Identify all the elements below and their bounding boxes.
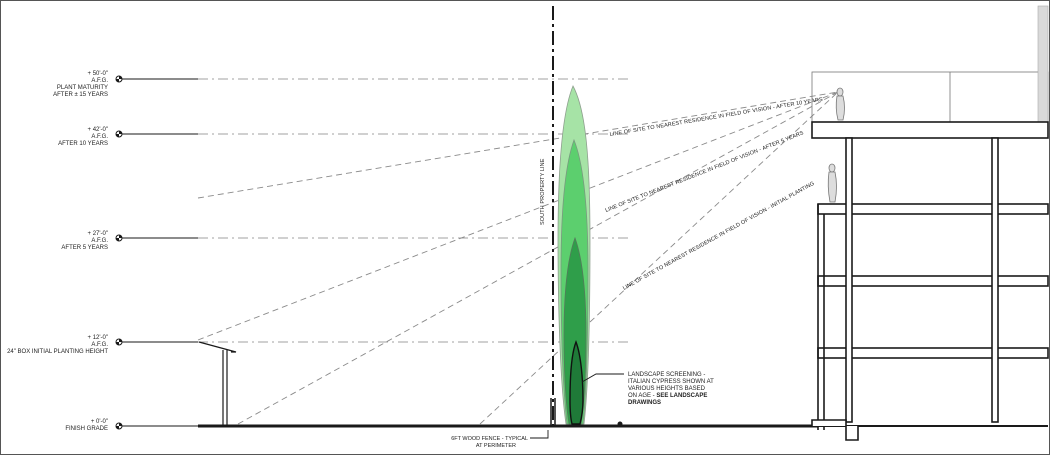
- elev-0-line2: FINISH GRADE: [65, 426, 108, 432]
- sight-line-initial: [237, 91, 839, 425]
- sight-line-ground: [479, 91, 839, 425]
- sight-line-10yr: [197, 91, 839, 199]
- elev-27-line3: AFTER 5 YEARS: [61, 245, 108, 251]
- elev-50-line2: A.F.G.: [91, 78, 108, 84]
- elev-42-line2: A.F.G.: [91, 134, 108, 140]
- elevation-target-icons: [115, 75, 123, 430]
- elev-50-line3: PLANT MATURITY: [57, 85, 108, 91]
- building-wall-hatch: [1037, 5, 1049, 123]
- elevation-target-icon: [115, 75, 123, 83]
- elev-50-line4: AFTER ± 15 YEARS: [53, 92, 108, 98]
- residence-building-section: [800, 5, 1049, 441]
- roof-parapet: [811, 71, 1049, 123]
- sight-label-initial: LINE OF SITE TO NEAREST RESIDENCE IN FIE…: [622, 181, 816, 292]
- elev-0-line1: + 0'-0": [91, 419, 108, 425]
- elevation-marker-leaders: [122, 78, 198, 427]
- fence-note: 6FT WOOD FENCE - TYPICAL AT PERIMETER: [451, 436, 528, 449]
- screening-note-emphasis-1: SEE LANDSCAPE: [656, 393, 707, 399]
- elev-50-line1: + 50'-0": [88, 71, 108, 77]
- elevation-target-icon: [115, 338, 123, 346]
- screening-note-leader: [581, 373, 624, 383]
- planting-box-icon: [198, 341, 237, 426]
- screening-note-line1: LANDSCAPE SCREENING -: [628, 372, 705, 378]
- ground-post: [617, 421, 623, 427]
- fence-note-line2: AT PERIMETER: [476, 443, 516, 449]
- screening-note-line2: ITALIAN CYPRESS SHOWN AT: [628, 379, 714, 385]
- screening-note-line4-text: ON AGE -: [628, 393, 656, 399]
- screening-note-line3: VARIOUS HEIGHTS BASED: [628, 386, 706, 392]
- elev-12-line3: 24" BOX INITIAL PLANTING HEIGHT: [7, 349, 108, 355]
- person-lower-icon: [827, 163, 837, 203]
- elev-42-line1: + 42'-0": [88, 127, 108, 133]
- building-columns: [817, 137, 999, 430]
- elevation-target-icon: [115, 422, 123, 430]
- italian-cypress-tree: [557, 85, 591, 425]
- floor-slab-roof: [811, 121, 1049, 139]
- screening-note: LANDSCAPE SCREENING - ITALIAN CYPRESS SH…: [628, 372, 714, 406]
- elevation-labels: + 50'-0" A.F.G. PLANT MATURITY AFTER ± 1…: [7, 71, 108, 432]
- elevation-target-icon: [115, 234, 123, 242]
- fence-note-leader: [530, 430, 549, 439]
- sight-line-5yr: [197, 91, 839, 341]
- cypress-initial-canopy: [569, 340, 584, 425]
- elevation-target-icon: [115, 130, 123, 138]
- fence-note-line1: 6FT WOOD FENCE - TYPICAL: [451, 436, 528, 442]
- screening-note-emphasis-2: DRAWINGS: [628, 400, 661, 406]
- sight-lines: [197, 91, 839, 425]
- property-line-label: SOUTH PROPERTY LINE: [540, 158, 546, 225]
- wood-fence: [550, 398, 556, 426]
- screening-note-line4: ON AGE - SEE LANDSCAPE: [628, 393, 707, 399]
- elev-42-line3: AFTER 10 YEARS: [58, 141, 108, 147]
- elev-12-line2: A.F.G.: [91, 342, 108, 348]
- elev-27-line2: A.F.G.: [91, 238, 108, 244]
- elev-27-line1: + 27'-0": [88, 231, 108, 237]
- elev-12-line1: + 12'-0": [88, 335, 108, 341]
- person-viewpoint-icon: [835, 87, 845, 121]
